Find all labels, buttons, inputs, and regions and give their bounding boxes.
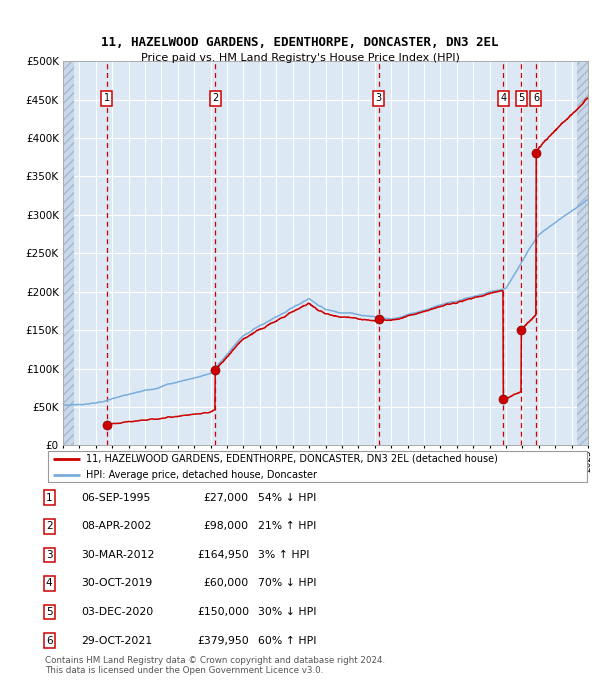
Text: 08-APR-2002: 08-APR-2002 [81, 522, 151, 531]
Text: 54% ↓ HPI: 54% ↓ HPI [258, 493, 316, 503]
Text: 3: 3 [46, 550, 53, 560]
Text: This data is licensed under the Open Government Licence v3.0.: This data is licensed under the Open Gov… [45, 666, 323, 675]
Text: 21% ↑ HPI: 21% ↑ HPI [258, 522, 316, 531]
Text: £379,950: £379,950 [197, 636, 249, 645]
Text: 2: 2 [46, 522, 53, 531]
Bar [577, 61, 593, 445]
Text: 60% ↑ HPI: 60% ↑ HPI [258, 636, 317, 645]
Text: £164,950: £164,950 [197, 550, 249, 560]
Text: £60,000: £60,000 [204, 579, 249, 588]
Text: 30-MAR-2012: 30-MAR-2012 [81, 550, 154, 560]
FancyBboxPatch shape [48, 451, 587, 482]
Text: Price paid vs. HM Land Registry's House Price Index (HPI): Price paid vs. HM Land Registry's House … [140, 52, 460, 63]
Text: 11, HAZELWOOD GARDENS, EDENTHORPE, DONCASTER, DN3 2EL: 11, HAZELWOOD GARDENS, EDENTHORPE, DONCA… [101, 36, 499, 49]
Bar [577, 61, 593, 445]
Text: 30% ↓ HPI: 30% ↓ HPI [258, 607, 317, 617]
Text: 1: 1 [46, 493, 53, 503]
Text: 5: 5 [46, 607, 53, 617]
Text: 11, HAZELWOOD GARDENS, EDENTHORPE, DONCASTER, DN3 2EL (detached house): 11, HAZELWOOD GARDENS, EDENTHORPE, DONCA… [86, 454, 498, 464]
Text: 30-OCT-2019: 30-OCT-2019 [81, 579, 152, 588]
Text: 4: 4 [500, 93, 506, 103]
Bar [63, 61, 74, 445]
Text: £98,000: £98,000 [204, 522, 249, 531]
Text: 2: 2 [212, 93, 218, 103]
Bar [63, 61, 74, 445]
Text: 6: 6 [533, 93, 539, 103]
Text: £27,000: £27,000 [204, 493, 249, 503]
Text: 3: 3 [376, 93, 382, 103]
Text: HPI: Average price, detached house, Doncaster: HPI: Average price, detached house, Donc… [86, 471, 317, 480]
Text: 06-SEP-1995: 06-SEP-1995 [81, 493, 151, 503]
Text: 29-OCT-2021: 29-OCT-2021 [81, 636, 152, 645]
Text: 6: 6 [46, 636, 53, 645]
Text: 03-DEC-2020: 03-DEC-2020 [81, 607, 153, 617]
Text: 3% ↑ HPI: 3% ↑ HPI [258, 550, 310, 560]
Text: Contains HM Land Registry data © Crown copyright and database right 2024.: Contains HM Land Registry data © Crown c… [45, 656, 385, 665]
Text: 4: 4 [46, 579, 53, 588]
Text: £150,000: £150,000 [197, 607, 249, 617]
Text: 5: 5 [518, 93, 524, 103]
Text: 1: 1 [104, 93, 110, 103]
Text: 70% ↓ HPI: 70% ↓ HPI [258, 579, 317, 588]
